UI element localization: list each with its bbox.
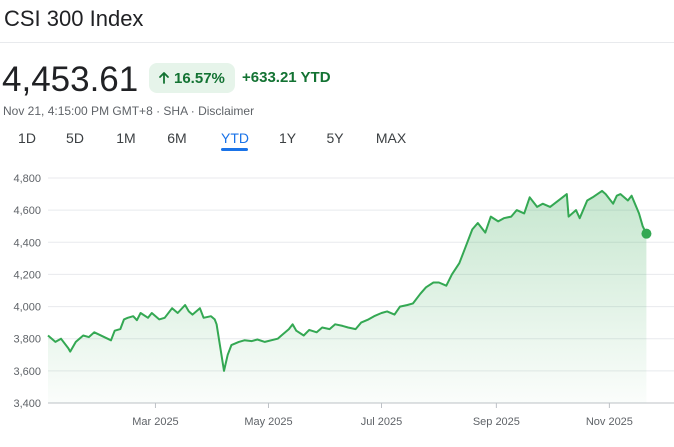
x-tick-label: May 2025 [244,416,292,428]
y-tick-label: 4,800 [13,173,41,185]
tab-5d[interactable]: 5D [66,130,84,146]
y-tick-label: 3,600 [13,366,41,378]
tab-ytd[interactable]: YTD [221,130,249,146]
y-tick-label: 3,400 [13,398,41,410]
price-area-fill [48,190,647,403]
quote-meta: Nov 21, 4:15:00 PM GMT+8 · SHA · Disclai… [3,104,255,118]
title-divider [0,42,674,43]
tab-1d[interactable]: 1D [18,130,36,146]
change-absolute: +633.21 YTD [242,69,331,86]
tab-5y[interactable]: 5Y [326,130,344,146]
price-chart[interactable]: 3,400 3,600 3,800 4,000 4,200 4,400 4,600 4,800… [0,160,674,447]
tab-1m[interactable]: 1M [116,130,136,146]
change-badge: 16.57% [149,63,235,93]
x-tick-label: Mar 2025 [132,416,178,428]
y-tick-label: 4,600 [13,205,41,217]
x-tick-label: Nov 2025 [586,416,633,428]
price-value: 4,453.61 [2,60,139,99]
tab-6m[interactable]: 6M [167,130,187,146]
change-percent: 16.57% [174,69,225,87]
y-tick-label: 4,200 [13,269,41,281]
tab-1y[interactable]: 1Y [279,130,297,146]
page-title: CSI 300 Index [4,6,144,31]
arrow-up-icon [159,72,169,84]
tab-max[interactable]: MAX [375,130,407,146]
last-price-dot [641,228,652,239]
y-tick-label: 4,400 [13,237,41,249]
y-tick-label: 3,800 [13,334,41,346]
x-tick-label: Jul 2025 [361,416,403,428]
price-line [47,189,648,372]
tab-ytd-underline [221,148,248,151]
y-tick-label: 4,000 [13,302,41,314]
x-tick-label: Sep 2025 [473,416,520,428]
